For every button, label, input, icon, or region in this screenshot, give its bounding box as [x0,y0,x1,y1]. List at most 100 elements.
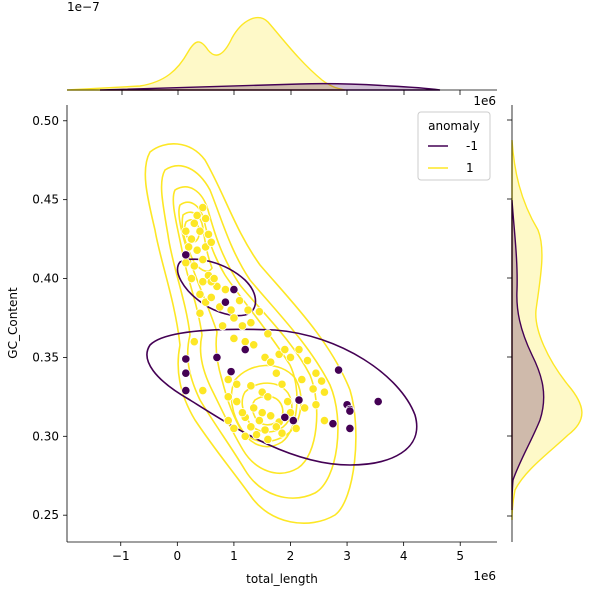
x-tick-label: 3 [343,549,351,563]
scatter-point-series-1 [181,226,191,236]
scatter-point-series-1 [263,329,273,339]
y-tick-label: 0.40 [32,272,59,286]
scatter-point-series-1 [266,357,276,367]
scatter-point-series-1 [220,284,231,295]
scatter-point-series-1 [240,431,250,441]
scatter-point-series-1 [294,344,304,355]
x-tick-label: 4 [400,549,408,563]
scatter-point-series-neg1 [181,368,191,378]
scatter-point-series-1 [297,374,307,385]
main-plot: −1 0 1 2 3 4 5 0.25 0.30 0.35 0.40 0.45 0.50 total_… [6,94,497,586]
scatter-point-series-1 [189,337,199,347]
scatter-point-series-1 [257,408,267,418]
scatter-point-series-neg1 [345,423,355,434]
scatter-point-series-1 [319,415,330,426]
scatter-point-series-1 [243,305,253,315]
scatter-point-series-neg1 [220,297,231,307]
kde-contour-series-1-level-6 [230,364,302,443]
kde-contour-series-neg1-outer [146,328,418,466]
scatter-point-series-1 [226,305,236,315]
scatter-point-series-1 [283,396,293,407]
scatter-point-series-1 [198,202,208,213]
scatter-point-series-1 [249,340,259,350]
scatter-point-series-neg1 [373,396,383,407]
scatter-point-series-1 [189,218,199,228]
x-axis-ticks: −1 0 1 2 3 4 5 [112,542,464,563]
y-axis-label: GC_Content [6,287,20,359]
legend-box [417,111,491,181]
scatter-point-series-1 [181,258,191,268]
scatter-points [181,202,383,445]
scatter-point-series-1 [237,408,247,418]
top-marginal-kde-series-neg1 [99,82,441,91]
scatter-point-series-1 [203,229,214,239]
scatter-point-series-1 [263,392,273,402]
scatter-point-series-1 [319,387,330,397]
scatter-point-series-1 [198,385,208,396]
y-tick-label: 0.45 [32,193,59,207]
scatter-point-series-neg1 [181,354,191,364]
y-tick-label: 0.50 [32,114,59,128]
y-tick-label: 0.35 [32,350,59,364]
scatter-point-series-1 [186,234,197,244]
scatter-point-series-1 [254,415,264,426]
kde-contour-series-neg1-inner [176,258,257,317]
scatter-point-series-1 [291,423,301,434]
scatter-point-series-1 [229,333,239,344]
scatter-point-series-1 [184,242,194,252]
scatter-point-series-1 [195,226,205,236]
legend-item-1: 1 [428,161,474,175]
scatter-point-series-1 [277,428,287,438]
scatter-point-series-1 [206,292,216,303]
y-tick-label: 0.30 [32,429,59,443]
legend-title: anomaly [428,119,480,133]
scatter-point-series-1 [277,379,287,389]
top-marginal-kde-series-1 [66,17,346,91]
scatter-point-series-neg1 [328,419,338,429]
top-marginal-ticks [121,90,461,95]
scatter-point-series-1 [251,430,262,440]
y-tick-label: 0.25 [32,508,59,522]
x-tick-label: 0 [174,549,182,563]
scatter-point-series-1 [246,381,256,391]
scatter-point-series-1 [249,403,259,413]
scatter-point-series-neg1 [229,284,239,295]
scatter-point-series-1 [206,237,216,247]
scatter-point-series-1 [317,376,327,386]
scatter-point-series-neg1 [294,395,304,405]
x-tick-label: 2 [287,549,295,563]
scatter-point-series-1 [195,308,205,318]
kde-contour-series-1-level-3 [172,186,318,474]
scatter-point-series-1 [229,313,239,323]
right-marginal-kde-series-neg1 [511,199,545,511]
right-marginal-kde-series-1 [511,139,583,521]
scatter-point-series-1 [271,368,281,378]
scatter-point-series-1 [232,396,242,407]
scatter-point-series-neg1 [212,352,222,363]
x-axis-offset-label: 1e6 [473,569,496,583]
scatter-point-series-1 [260,425,270,435]
y-axis-ticks: 0.25 0.30 0.35 0.40 0.45 0.50 [32,114,67,522]
scatter-point-series-1 [280,344,290,355]
scatter-point-series-1 [192,210,202,221]
legend-label-neg1: -1 [466,139,478,153]
scatter-point-series-1 [311,368,321,378]
scatter-point-series-neg1 [280,412,290,422]
top-marginal: 1e−7 [66,0,497,95]
scatter-point-series-1 [189,261,199,271]
scatter-point-series-1 [198,255,208,265]
scatter-point-series-1 [223,392,233,402]
right-marginal [507,105,583,542]
scatter-point-series-1 [246,422,256,432]
scatter-point-series-1 [240,337,250,347]
x-axis-label: total_length [246,572,318,586]
scatter-point-series-1 [302,355,313,366]
scatter-point-series-1 [217,321,228,331]
scatter-point-series-1 [263,434,273,445]
scatter-point-series-1 [186,273,197,284]
scatter-point-series-1 [209,273,219,284]
scatter-point-series-1 [232,379,242,389]
scatter-point-series-1 [246,318,256,328]
scatter-point-series-neg1 [181,385,191,396]
